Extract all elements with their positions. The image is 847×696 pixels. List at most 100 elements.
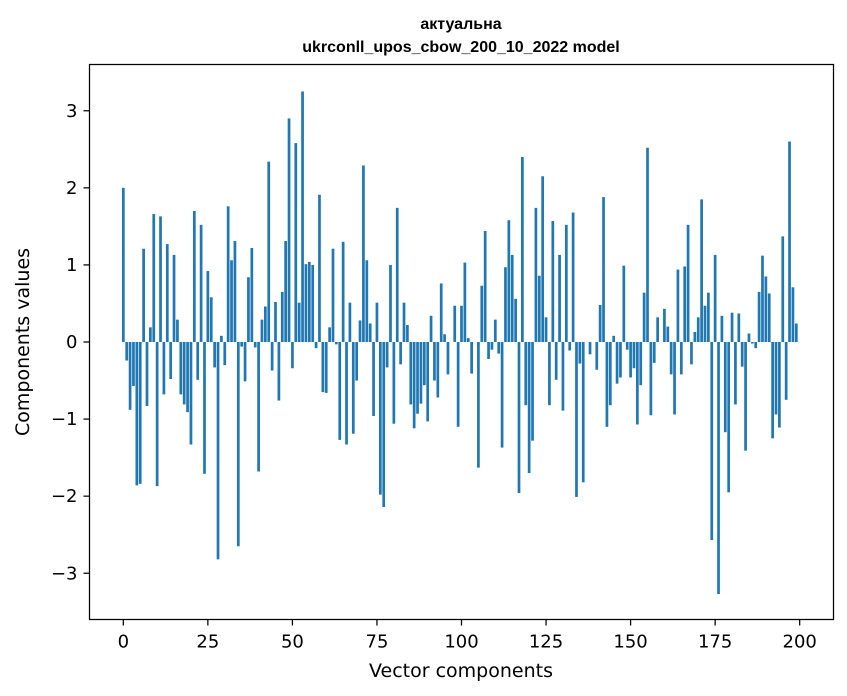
bar [304, 264, 308, 342]
bar [422, 342, 426, 386]
bar [199, 224, 203, 342]
bar [463, 262, 467, 342]
bar [280, 291, 284, 342]
y-tick-label: −1 [51, 409, 78, 430]
bar [351, 342, 355, 434]
bar [277, 342, 281, 401]
bar [287, 118, 291, 343]
bar [619, 342, 622, 378]
x-tick-label: 200 [783, 632, 817, 653]
bar [686, 224, 690, 342]
x-tick-label: 150 [613, 632, 647, 653]
bar [649, 342, 653, 416]
bar [497, 342, 501, 354]
bar [456, 342, 460, 427]
bar [189, 342, 193, 445]
bar [767, 293, 771, 342]
bar [121, 187, 125, 342]
bar [490, 342, 494, 350]
bar [284, 241, 287, 342]
bar [429, 315, 433, 342]
bar [132, 342, 135, 386]
bar [453, 305, 457, 342]
bar [395, 207, 399, 342]
bar [443, 334, 446, 342]
bar [247, 277, 250, 342]
bar [294, 143, 298, 342]
bar [493, 319, 497, 342]
bar [771, 342, 774, 439]
bar [419, 342, 423, 404]
bar [176, 319, 179, 342]
bar [595, 342, 599, 370]
bar [615, 342, 619, 384]
x-tick-label: 25 [196, 632, 219, 653]
bar [301, 91, 304, 342]
x-axis-ticks: 0 25 50 75 100 125 150 175 200 [118, 619, 817, 653]
bar [260, 319, 264, 342]
bar [365, 260, 369, 342]
bar [656, 317, 659, 342]
x-tick-label: 75 [366, 632, 389, 653]
bar [328, 327, 331, 342]
bar [331, 248, 335, 342]
bar [348, 302, 352, 342]
bar [534, 207, 538, 342]
bar [274, 301, 277, 342]
bar [291, 342, 294, 369]
bar [561, 342, 565, 411]
bar [500, 342, 504, 448]
bar [318, 194, 321, 342]
bar [382, 342, 386, 507]
bar [338, 342, 342, 440]
y-axis-ticks: −3 −2 −1 0 1 2 3 [51, 101, 90, 584]
bar [483, 231, 487, 342]
bar [527, 342, 531, 474]
bar [784, 342, 788, 400]
x-tick-label: 0 [118, 632, 129, 653]
bar [723, 342, 727, 433]
bar [636, 342, 639, 425]
bar [203, 342, 206, 474]
bar [155, 342, 159, 487]
bar [794, 323, 798, 342]
bar [642, 292, 646, 342]
bar [335, 342, 338, 345]
bar [257, 342, 260, 472]
bar [524, 342, 528, 406]
bar [707, 292, 710, 342]
bar [321, 342, 325, 393]
bar [402, 302, 406, 342]
bar [182, 342, 186, 405]
x-tick-label: 100 [444, 632, 478, 653]
bar [477, 342, 480, 468]
bar [213, 342, 216, 368]
bar [598, 305, 602, 342]
bar [243, 342, 247, 382]
bar [666, 326, 670, 342]
bar [663, 308, 666, 342]
bar [554, 342, 558, 380]
bar-series [121, 91, 798, 595]
bar [679, 342, 683, 375]
bar [470, 342, 473, 374]
bar [514, 298, 517, 342]
x-tick-label: 50 [281, 632, 304, 653]
bar [568, 342, 572, 351]
bar [216, 342, 220, 560]
bar [646, 147, 649, 342]
bar [253, 342, 257, 348]
bar [439, 283, 443, 342]
bar [236, 342, 240, 547]
bar [629, 342, 632, 378]
bar [179, 342, 183, 395]
y-tick-label: 0 [66, 332, 77, 353]
bar [250, 247, 254, 342]
bar [446, 342, 450, 375]
bar [233, 241, 237, 342]
y-tick-label: 3 [66, 101, 77, 122]
bar [683, 266, 687, 342]
bar [676, 269, 680, 342]
bar [578, 342, 582, 364]
